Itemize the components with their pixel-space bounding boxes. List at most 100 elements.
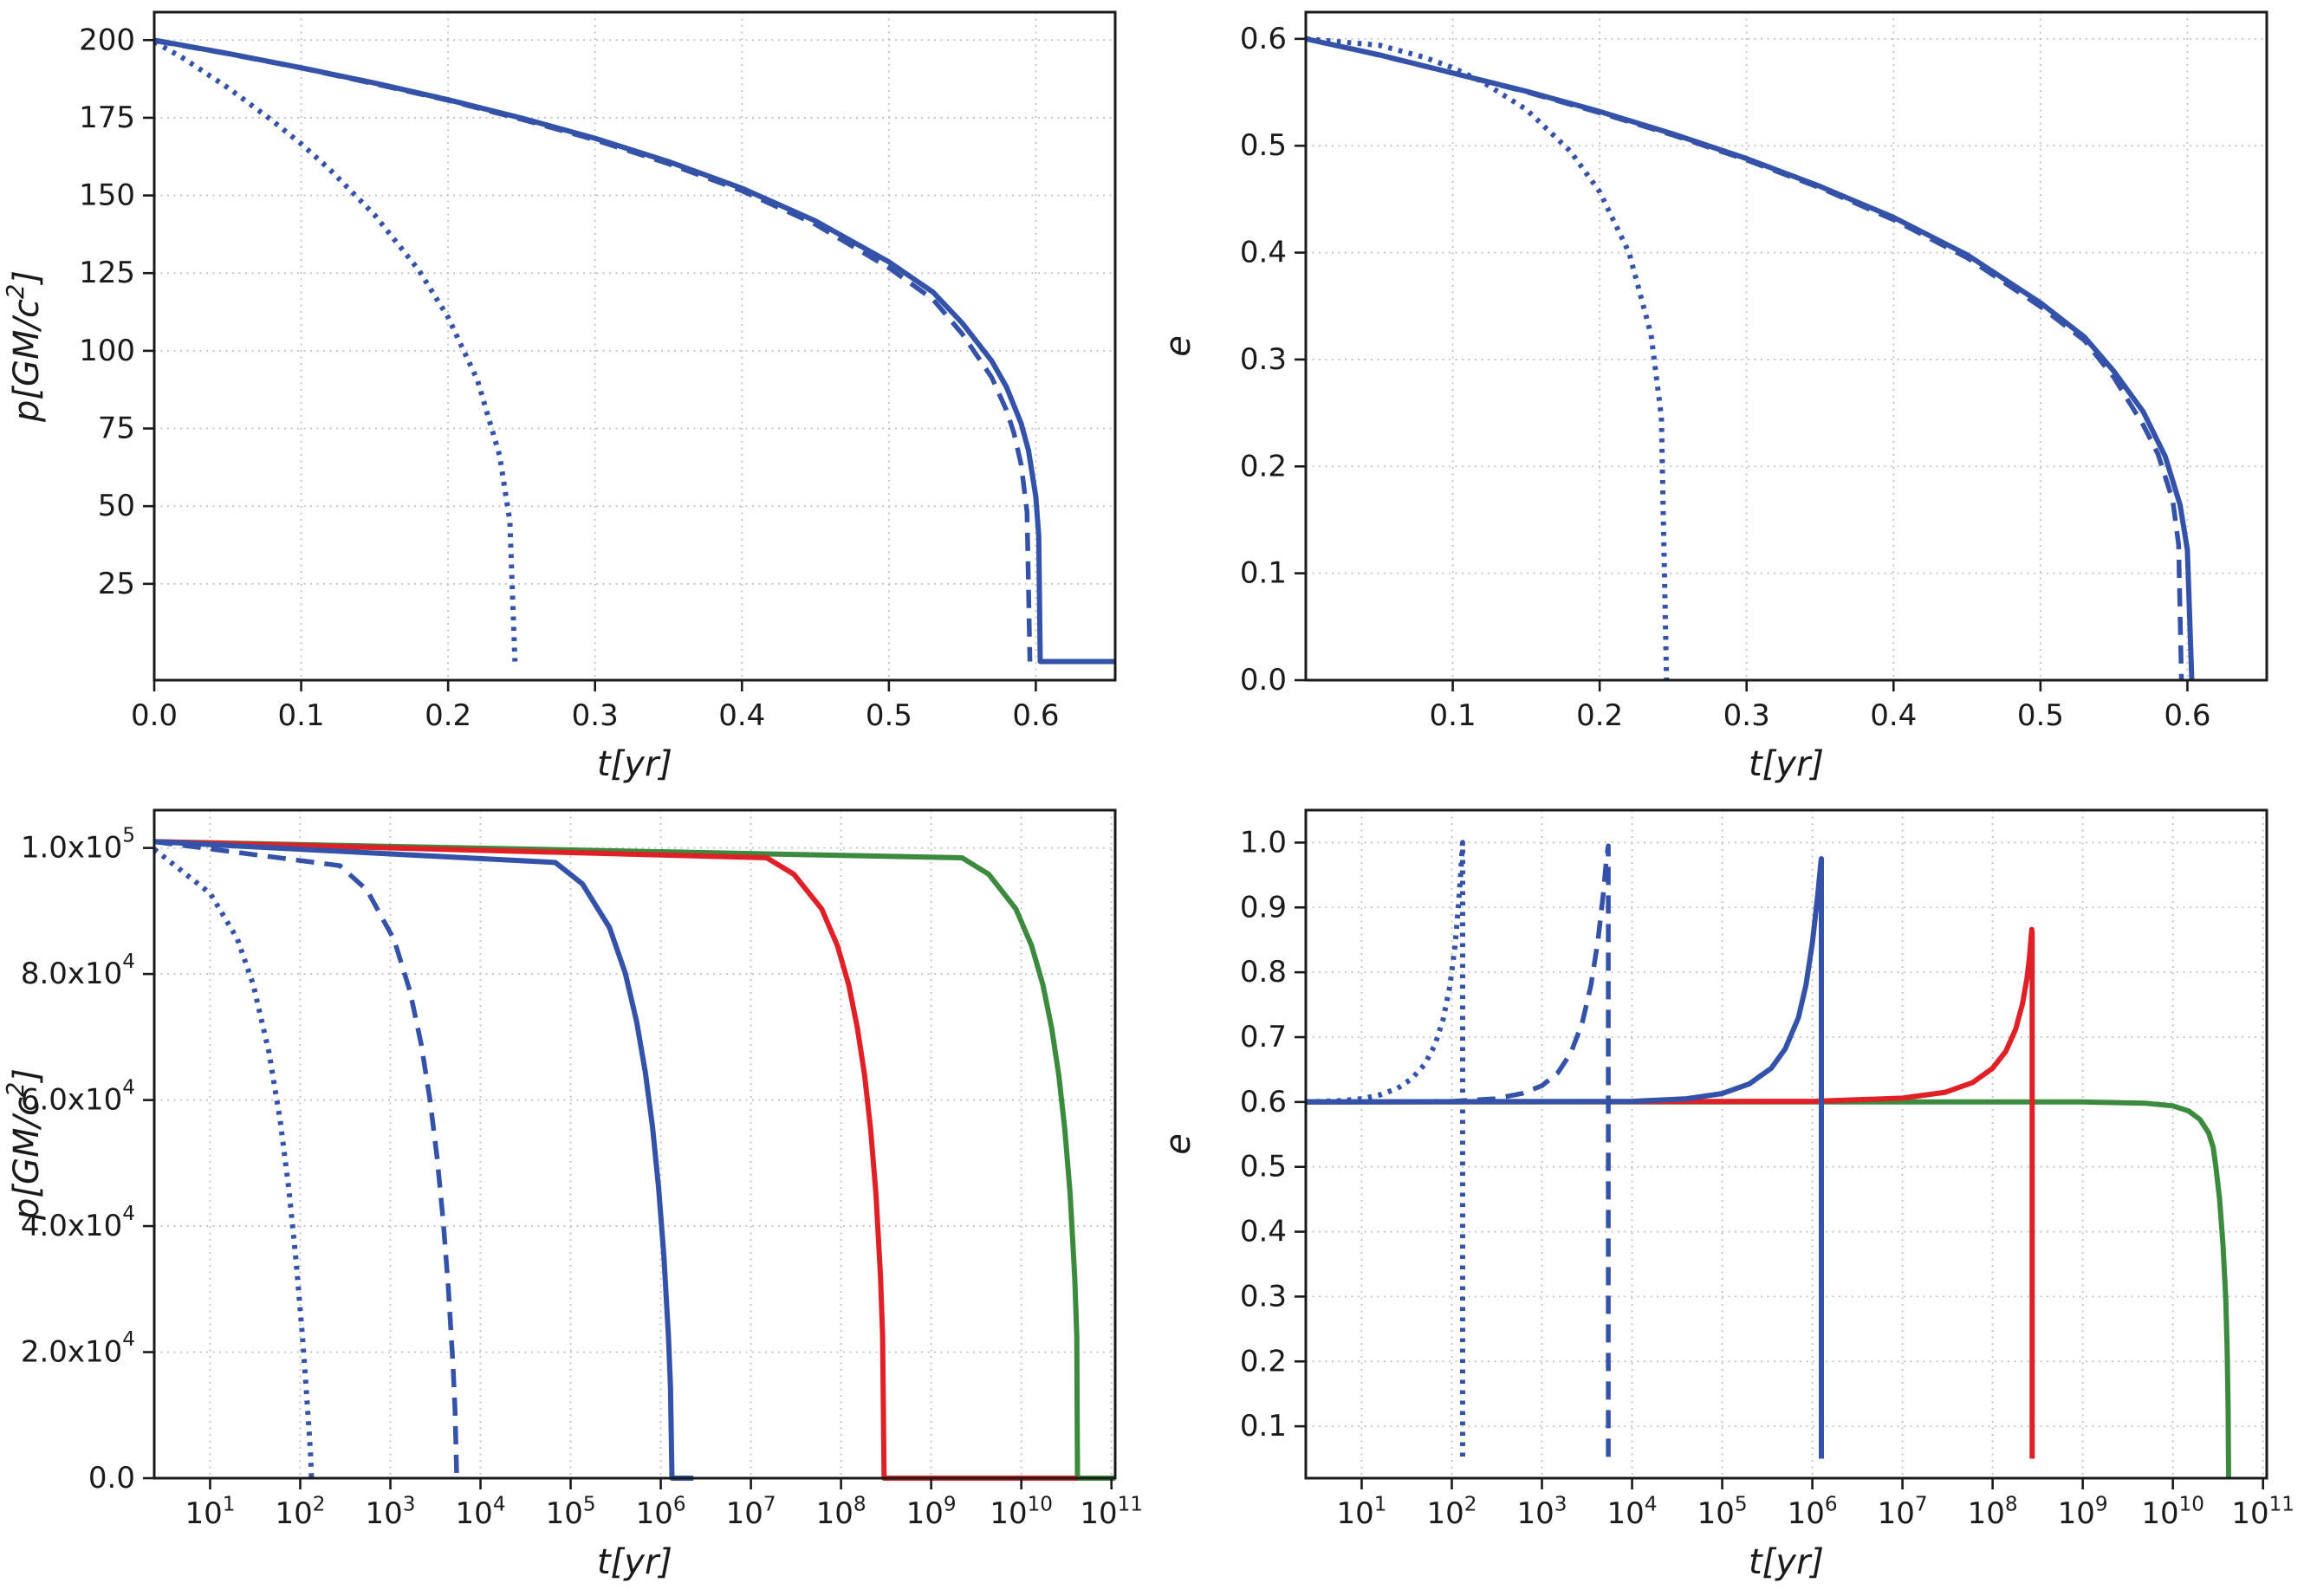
- y-tick-label: 0.9: [1240, 890, 1287, 925]
- x-tick-label: 102: [1427, 1494, 1477, 1531]
- x-tick-label: 0.2: [425, 698, 471, 733]
- x-tick-label: 102: [276, 1494, 326, 1531]
- y-tick-label: 150: [79, 178, 135, 213]
- x-axis-label: t[yr]: [1749, 744, 1824, 784]
- y-tick-label: 2.0x104: [21, 1328, 135, 1369]
- y-tick-label: 0.2: [1240, 1344, 1287, 1379]
- x-tick-label: 0.3: [1723, 698, 1770, 733]
- ticks: 0.1 0.2 0.3 0.4 0.5 0.6 0.0 0.1 0.2 0.3 0.4 0.5 0.6: [1240, 22, 2211, 733]
- subplot-e-vs-t-log: 101 102 103 104 105 106 107 108 109 1010 1011 0.1 0.…: [1152, 798, 2303, 1596]
- y-tick-label: 125: [79, 256, 135, 290]
- grid: [1306, 12, 2267, 680]
- y-tick-label: 0.3: [1240, 342, 1287, 377]
- p-vs-t-log-plot: 101 102 103 104 105 106 107 108 109 1010 1011 0.0 2.…: [3, 808, 1143, 1582]
- ticks: 0.0 0.1 0.2 0.3 0.4 0.5 0.6 25 50 75 100 125 150 175 2…: [79, 23, 1059, 733]
- y-tick-label: 0.0: [1240, 663, 1287, 697]
- curve-p-vs-t-log-green-solid: [153, 839, 1115, 1481]
- curve-p-vs-t-log-dashed-blue: [153, 839, 459, 1479]
- y-tick-label: 0.1: [1240, 556, 1287, 591]
- y-tick-label: 0.4: [1240, 236, 1287, 270]
- x-tick-label: 0.4: [718, 698, 765, 733]
- curves: [1305, 36, 2195, 681]
- x-tick-label: 103: [366, 1494, 416, 1531]
- y-tick-label: 1.0x105: [21, 824, 135, 865]
- x-tick-label: 0.0: [131, 698, 178, 733]
- subplot-e-vs-t-linear: 0.1 0.2 0.3 0.4 0.5 0.6 0.0 0.1 0.2 0.3 0.4 0.5 0.6 t…: [1152, 0, 2303, 798]
- subplot-p-vs-t-log: 101 102 103 104 105 106 107 108 109 1010 1011 0.0 2.…: [0, 798, 1152, 1596]
- x-tick-label: 105: [1697, 1494, 1748, 1531]
- y-tick-label: 0.1: [1240, 1409, 1287, 1444]
- curves: [153, 839, 1115, 1481]
- x-tick-label: 0.5: [866, 698, 912, 733]
- x-tick-label: 107: [726, 1494, 776, 1531]
- x-tick-label: 104: [456, 1494, 506, 1531]
- axes-frame: [153, 808, 1117, 1480]
- x-axis-label: t[yr]: [1749, 1542, 1824, 1582]
- subplot-p-vs-t-linear: 0.0 0.1 0.2 0.3 0.4 0.5 0.6 25 50 75 100 125 150 175 2…: [0, 0, 1152, 798]
- x-axis-label: t[yr]: [597, 1542, 672, 1582]
- curve-e-vs-t-linear-dotted-blue: [1305, 36, 1670, 681]
- curve-p-vs-t-log-solid-blue: [153, 839, 694, 1481]
- x-tick-label: 108: [816, 1494, 866, 1531]
- y-tick-label: 100: [79, 334, 135, 368]
- y-tick-label: 25: [98, 567, 135, 601]
- curve-e-vs-t-log-dotted-blue: [1305, 840, 1465, 1459]
- x-tick-label: 0.1: [278, 698, 325, 733]
- y-tick-label: 8.0x104: [21, 950, 135, 991]
- y-axis-label: p[GM/c2]: [3, 1068, 47, 1221]
- y-tick-label: 0.6: [1240, 22, 1287, 56]
- y-tick-label: 175: [79, 101, 135, 135]
- y-tick-label: 0.8: [1240, 955, 1287, 989]
- grid: [1306, 810, 2267, 1478]
- ticks: 101 102 103 104 105 106 107 108 109 1010 1011 0.1 0.…: [1240, 825, 2294, 1531]
- x-tick-label: 1010: [2141, 1494, 2204, 1531]
- x-tick-label: 0.4: [1870, 698, 1917, 733]
- x-tick-label: 0.3: [572, 698, 619, 733]
- y-tick-label: 0.5: [1240, 128, 1287, 163]
- x-tick-label: 0.1: [1430, 698, 1477, 733]
- x-tick-label: 1010: [990, 1494, 1053, 1531]
- x-tick-label: 106: [1788, 1494, 1838, 1531]
- x-tick-label: 101: [185, 1494, 235, 1531]
- x-tick-label: 0.6: [2164, 698, 2210, 733]
- y-tick-label: 50: [98, 489, 135, 523]
- curve-e-vs-t-log-solid-blue: [1305, 856, 1824, 1459]
- y-tick-label: 0.2: [1240, 449, 1287, 483]
- curve-p-vs-t-linear-dashed-blue: [153, 38, 1033, 662]
- x-axis-label: t[yr]: [597, 744, 672, 784]
- x-tick-label: 0.6: [1012, 698, 1059, 733]
- curves: [1305, 840, 2231, 1479]
- y-axis-label: e: [1158, 335, 1198, 357]
- y-tick-label: 75: [98, 412, 135, 446]
- x-tick-label: 105: [546, 1494, 596, 1531]
- x-tick-label: 108: [1968, 1494, 2018, 1531]
- x-tick-label: 104: [1607, 1494, 1658, 1531]
- grid: [154, 12, 1115, 680]
- curve-p-vs-t-log-dotted-blue: [153, 847, 315, 1479]
- x-tick-label: 1011: [1080, 1494, 1143, 1531]
- x-tick-label: 109: [906, 1494, 957, 1531]
- p-vs-t-linear-plot: 0.0 0.1 0.2 0.3 0.4 0.5 0.6 25 50 75 100 125 150 175 2…: [3, 10, 1117, 784]
- y-tick-label: 0.3: [1240, 1279, 1287, 1314]
- y-tick-label: 6.0x104: [21, 1076, 135, 1117]
- y-tick-label: 200: [79, 23, 135, 57]
- curve-e-vs-t-log-red-solid: [1305, 926, 2035, 1459]
- y-tick-label: 0.5: [1240, 1150, 1287, 1184]
- x-tick-label: 106: [636, 1494, 686, 1531]
- curve-p-vs-t-log-red-solid: [153, 839, 1078, 1481]
- curve-e-vs-t-linear-dashed-blue: [1305, 36, 2184, 681]
- x-tick-label: 0.2: [1576, 698, 1623, 733]
- x-tick-label: 109: [2058, 1494, 2108, 1531]
- x-tick-label: 0.5: [2017, 698, 2064, 733]
- axes-frame: [1304, 808, 2268, 1480]
- e-vs-t-log-plot: 101 102 103 104 105 106 107 108 109 1010 1011 0.1 0.…: [1158, 808, 2294, 1582]
- x-tick-label: 101: [1336, 1494, 1386, 1531]
- curve-e-vs-t-log-green-solid: [1306, 1099, 2231, 1479]
- axes-frame: [153, 10, 1117, 682]
- ticks: 101 102 103 104 105 106 107 108 109 1010 1011 0.0 2.…: [21, 824, 1143, 1531]
- y-axis-label: p[GM/c2]: [3, 270, 47, 423]
- y-tick-label: 0.7: [1240, 1020, 1287, 1054]
- curves: [153, 37, 1115, 665]
- curve-p-vs-t-linear-dotted-blue: [153, 39, 518, 662]
